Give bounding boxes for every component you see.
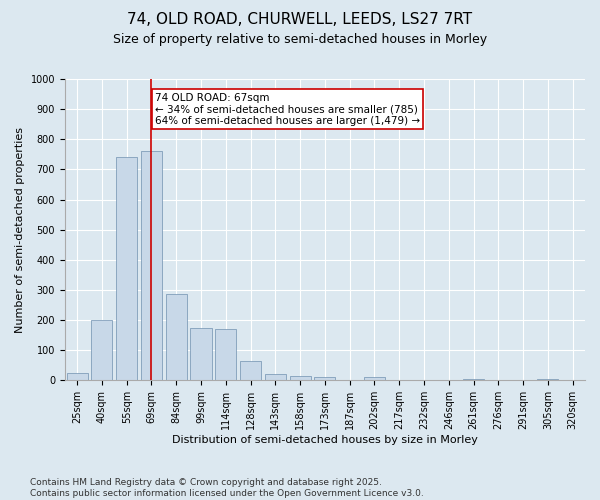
Text: 74 OLD ROAD: 67sqm
← 34% of semi-detached houses are smaller (785)
64% of semi-d: 74 OLD ROAD: 67sqm ← 34% of semi-detache… [155, 92, 421, 126]
Bar [314, 378, 335, 380]
Bar [364, 378, 385, 380]
Bar [538, 379, 559, 380]
Bar [290, 376, 311, 380]
X-axis label: Distribution of semi-detached houses by size in Morley: Distribution of semi-detached houses by … [172, 435, 478, 445]
Bar [141, 152, 162, 380]
Bar [240, 361, 261, 380]
Y-axis label: Number of semi-detached properties: Number of semi-detached properties [15, 126, 25, 332]
Bar [190, 328, 212, 380]
Bar [166, 294, 187, 380]
Text: Contains HM Land Registry data © Crown copyright and database right 2025.
Contai: Contains HM Land Registry data © Crown c… [30, 478, 424, 498]
Bar [116, 158, 137, 380]
Bar [215, 329, 236, 380]
Bar [67, 373, 88, 380]
Text: Size of property relative to semi-detached houses in Morley: Size of property relative to semi-detach… [113, 32, 487, 46]
Bar [463, 379, 484, 380]
Text: 74, OLD ROAD, CHURWELL, LEEDS, LS27 7RT: 74, OLD ROAD, CHURWELL, LEEDS, LS27 7RT [127, 12, 473, 28]
Bar [265, 374, 286, 380]
Bar [91, 320, 112, 380]
